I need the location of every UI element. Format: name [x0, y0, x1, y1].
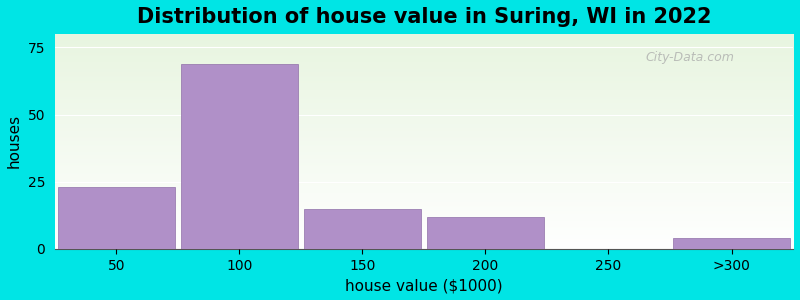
Bar [427, 217, 544, 249]
Title: Distribution of house value in Suring, WI in 2022: Distribution of house value in Suring, W… [137, 7, 711, 27]
Text: City-Data.com: City-Data.com [646, 51, 734, 64]
Bar [673, 238, 790, 249]
X-axis label: house value ($1000): house value ($1000) [345, 278, 502, 293]
Bar [181, 64, 298, 249]
Bar [58, 187, 174, 249]
Y-axis label: houses: houses [7, 114, 22, 169]
Bar [304, 208, 421, 249]
